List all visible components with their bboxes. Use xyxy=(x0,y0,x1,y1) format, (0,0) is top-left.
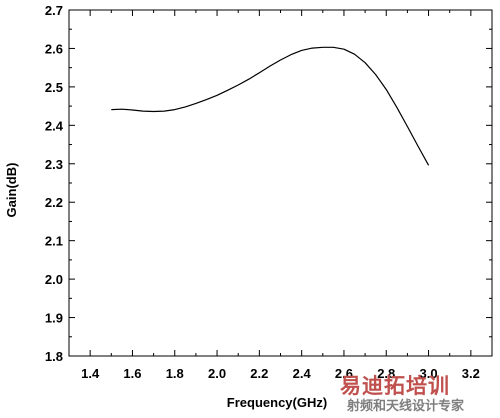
y-tick-label: 2.6 xyxy=(45,41,63,56)
y-tick-label: 2.3 xyxy=(45,157,63,172)
x-tick-label: 2.4 xyxy=(293,366,312,381)
watermark-logo-text: 易迪拓培训 xyxy=(340,374,450,398)
watermark-logo: 易迪拓培训 射频和天线设计专家 xyxy=(340,374,465,413)
x-tick-label: 2.0 xyxy=(208,366,226,381)
x-tick-label: 1.4 xyxy=(81,366,100,381)
x-axis-title: Frequency(GHz) xyxy=(227,395,327,410)
y-tick-label: 2.5 xyxy=(45,80,63,95)
axes xyxy=(68,9,493,357)
x-tick-label: 1.8 xyxy=(166,366,184,381)
watermark-subtitle: 射频和天线设计专家 xyxy=(346,398,465,413)
x-tick-label: 2.2 xyxy=(250,366,268,381)
y-tick-label: 2.1 xyxy=(45,234,63,249)
x-tick-label: 3.0 xyxy=(420,366,438,381)
y-tick-label: 1.9 xyxy=(45,311,63,326)
y-tick-label: 2.4 xyxy=(45,118,64,133)
y-tick-label: 2.0 xyxy=(45,272,63,287)
gain-series-line xyxy=(111,46,430,166)
x-tick-label: 2.8 xyxy=(377,366,395,381)
y-axis-title: Gain(dB) xyxy=(4,163,19,218)
plot-frame xyxy=(68,9,493,357)
x-tick-label: 2.6 xyxy=(335,366,353,381)
x-tick-label: 1.6 xyxy=(123,366,141,381)
series-layer xyxy=(111,46,430,166)
x-tick-label: 3.2 xyxy=(462,366,480,381)
tick-labels: 1.8 1.9 2.0 2.1 2.2 2.3 2.4 2.5 2.6 2.7 1.4 1.6 1.8 2… xyxy=(45,3,480,381)
y-tick-label: 2.7 xyxy=(45,3,63,18)
y-tick-label: 1.8 xyxy=(45,349,63,364)
y-tick-label: 2.2 xyxy=(45,195,63,210)
